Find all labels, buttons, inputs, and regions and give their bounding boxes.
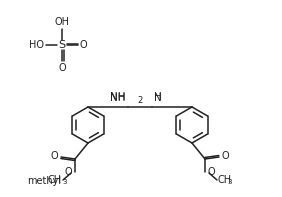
Text: O: O [208,167,216,177]
Text: CH: CH [48,175,62,185]
Text: O: O [58,63,66,73]
Text: HO: HO [29,40,44,50]
Text: NH: NH [110,93,125,103]
Text: OH: OH [54,17,69,27]
Text: 3: 3 [227,179,232,185]
Text: O: O [222,151,230,161]
Text: NH: NH [110,92,125,102]
Text: methyl: methyl [27,176,61,186]
Text: S: S [58,40,65,50]
Text: 2: 2 [137,96,143,104]
Text: CH: CH [218,175,232,185]
Text: H: H [155,92,162,102]
Text: O: O [80,40,88,50]
Text: O: O [50,151,58,161]
Text: N: N [155,93,162,103]
Text: 3: 3 [63,179,67,185]
Text: O: O [64,167,72,177]
